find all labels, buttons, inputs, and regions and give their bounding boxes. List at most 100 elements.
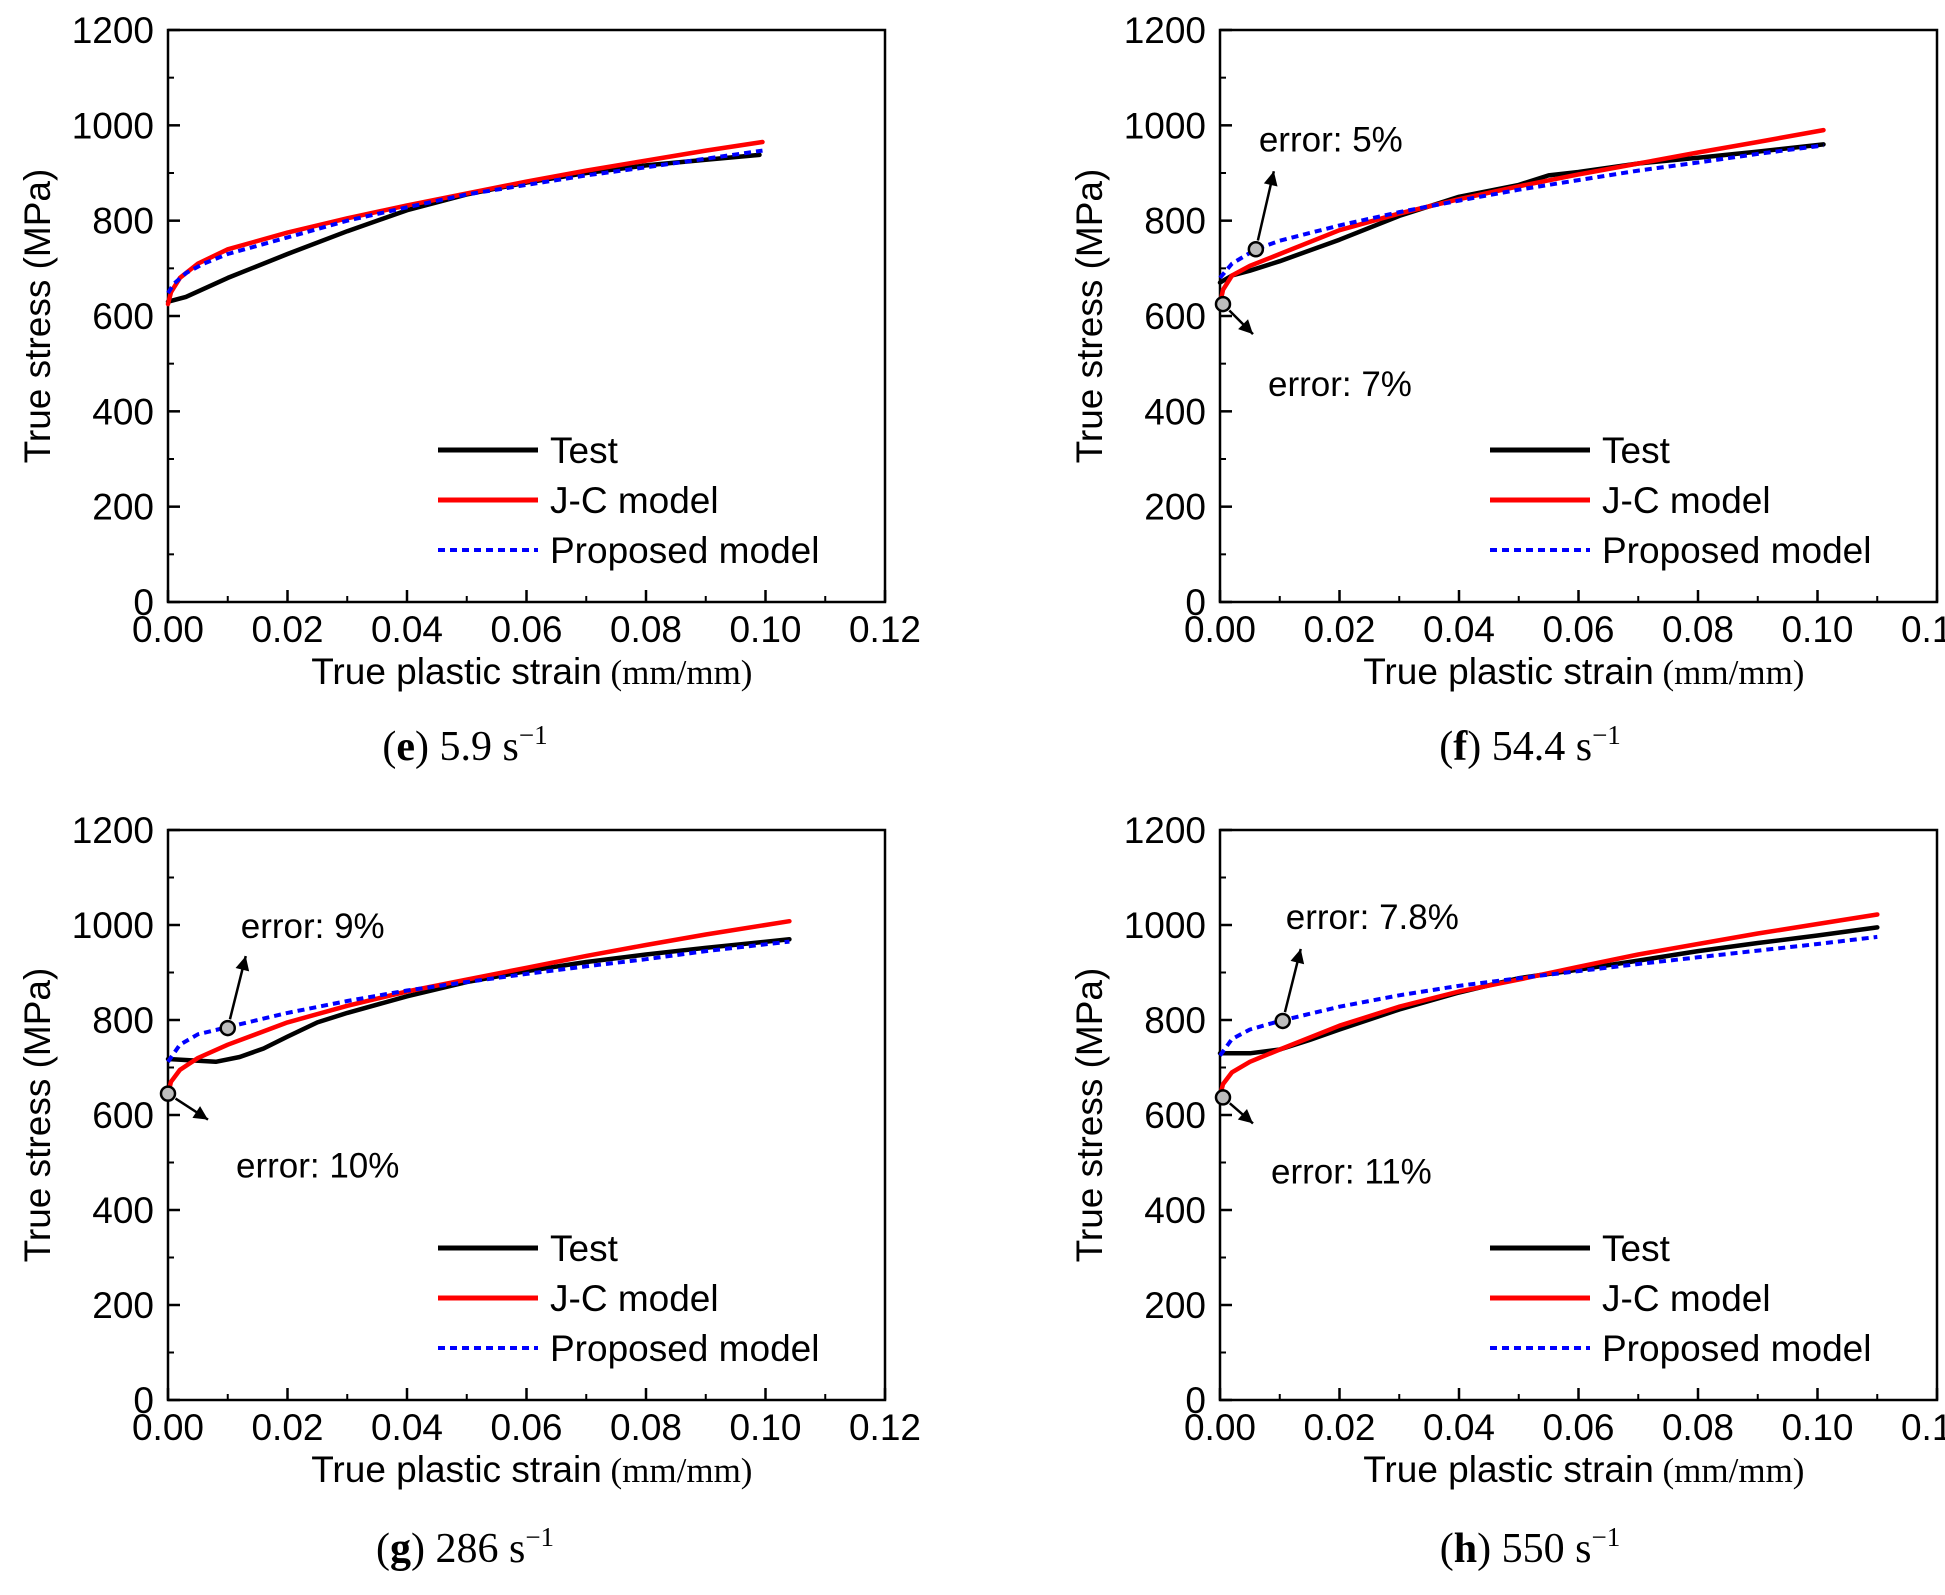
y-axis-title: True stress (MPa)	[1069, 968, 1110, 1263]
y-tick-label: 800	[1144, 1000, 1206, 1041]
legend-label: Test	[1602, 1228, 1671, 1269]
y-tick-label: 200	[1144, 487, 1206, 528]
caption-close-paren: )	[411, 1526, 436, 1572]
caption-open-paren: (	[376, 1526, 390, 1572]
legend-label: J-C model	[1602, 1278, 1771, 1319]
x-tick-label: 0.02	[1303, 1407, 1375, 1448]
caption-strain-rate: 550	[1502, 1526, 1576, 1572]
legend-label: Proposed model	[550, 1328, 819, 1369]
caption-close-paren: )	[1477, 1526, 1502, 1572]
annotation-arrowhead	[235, 956, 250, 972]
caption-panel-letter: f	[1453, 724, 1468, 770]
x-tick-label: 0.08	[610, 1407, 682, 1448]
y-tick-label: 1200	[1124, 10, 1206, 51]
annotation-marker	[159, 1085, 177, 1102]
caption-strain-rate: 54.4	[1492, 724, 1576, 770]
x-tick-label: 0.00	[132, 1407, 204, 1448]
y-tick-label: 1200	[1124, 810, 1206, 851]
legend-label: Test	[550, 430, 619, 471]
caption-close-paren: )	[1467, 724, 1492, 770]
x-tick-label: 0.06	[490, 1407, 562, 1448]
y-tick-label: 400	[92, 391, 154, 432]
y-axis-title: True stress (MPa)	[1069, 169, 1110, 464]
x-tick-label: 0.04	[371, 1407, 443, 1448]
y-tick-label: 200	[92, 487, 154, 528]
annotation-label: error: 7.8%	[1286, 898, 1459, 937]
y-tick-label: 1000	[1124, 905, 1206, 946]
x-axis-title: True plastic strain	[1363, 651, 1654, 692]
x-tick-label: 0.02	[251, 609, 323, 650]
x-axis-unit: (mm/mm)	[1663, 653, 1805, 692]
y-tick-label: 600	[1144, 296, 1206, 337]
caption-panel-letter: e	[396, 724, 415, 770]
y-axis-title: True stress (MPa)	[17, 968, 58, 1263]
y-tick-label: 400	[1144, 391, 1206, 432]
annotation-arrowhead	[1238, 319, 1253, 335]
annotation-marker	[1214, 295, 1232, 313]
y-tick-label: 800	[92, 1000, 154, 1041]
annotation-label: error: 10%	[236, 1147, 399, 1186]
annotation-arrowhead	[1237, 1108, 1253, 1124]
y-tick-label: 0	[133, 1380, 154, 1421]
annotation-label: error: 11%	[1271, 1152, 1432, 1191]
legend-label: Proposed model	[1602, 1328, 1871, 1369]
series-line-test	[165, 152, 762, 304]
x-tick-label: 0.04	[371, 609, 443, 650]
legend-label: J-C model	[1602, 480, 1771, 521]
y-tick-label: 0	[1185, 1380, 1206, 1421]
y-tick-label: 1000	[1124, 105, 1206, 146]
x-tick-label: 0.02	[251, 1407, 323, 1448]
x-tick-label: 0.06	[1542, 609, 1614, 650]
caption-open-paren: (	[1440, 1526, 1454, 1572]
caption-open-paren: (	[382, 724, 396, 770]
y-tick-label: 200	[1144, 1285, 1206, 1326]
caption-panel-letter: g	[390, 1526, 411, 1572]
legend-label: Proposed model	[550, 530, 819, 571]
y-tick-label: 600	[1144, 1095, 1206, 1136]
y-tick-label: 400	[92, 1190, 154, 1231]
panel-caption: (g) 286 s−1	[376, 1522, 554, 1572]
caption-unit: s	[509, 1526, 525, 1572]
x-axis-unit: (mm/mm)	[611, 1451, 753, 1490]
x-axis-unit: (mm/mm)	[1663, 1451, 1805, 1490]
x-tick-label: 0.04	[1423, 1407, 1495, 1448]
y-tick-label: 1000	[72, 905, 154, 946]
y-tick-label: 400	[1144, 1190, 1206, 1231]
x-tick-label: 0.12	[1901, 609, 1945, 650]
x-tick-label: 0.10	[1781, 1407, 1853, 1448]
x-axis-unit: (mm/mm)	[611, 653, 753, 692]
x-tick-label: 0.00	[1184, 1407, 1256, 1448]
y-tick-label: 0	[133, 582, 154, 623]
annotation-arrowhead	[192, 1106, 208, 1120]
x-tick-label: 0.08	[610, 609, 682, 650]
legend-label: J-C model	[550, 1278, 719, 1319]
plot-frame	[166, 28, 887, 604]
chart-panel-e: 0.00 0.02 0.04 0.06 0.08 0.10 0.12 0 200 400 600 80…	[17, 10, 921, 770]
series-line-proposed-model	[166, 939, 790, 1063]
series-line-j-c-model	[1217, 127, 1826, 307]
caption-exponent: −1	[519, 720, 548, 750]
x-tick-label: 0.04	[1423, 609, 1495, 650]
legend-label: Proposed model	[1602, 530, 1871, 571]
panel-caption: (f) 54.4 s−1	[1439, 720, 1621, 770]
series-line-test	[1217, 142, 1826, 285]
caption-panel-letter: h	[1454, 1526, 1477, 1572]
chart-panel-g: 0.00 0.02 0.04 0.06 0.08 0.10 0.12 0 200 400 600 80…	[17, 810, 921, 1572]
caption-exponent: −1	[1591, 1522, 1620, 1552]
panel-caption: (h) 550 s−1	[1440, 1522, 1620, 1572]
caption-strain-rate: 5.9	[440, 724, 503, 770]
annotation-arrowhead	[1290, 948, 1305, 965]
x-tick-label: 0.12	[849, 1407, 921, 1448]
series-line-test	[165, 937, 792, 1065]
annotation-marker	[1274, 1012, 1291, 1030]
series-line-proposed-model	[166, 148, 763, 295]
x-tick-label: 0.06	[490, 609, 562, 650]
x-tick-label: 0.00	[132, 609, 204, 650]
legend-label: J-C model	[550, 480, 719, 521]
series-line-proposed-model	[1218, 143, 1824, 280]
chart-panel-f: 0.00 0.02 0.04 0.06 0.08 0.10 0.12 0 200 400 600 80…	[1069, 10, 1945, 770]
caption-unit: s	[1576, 724, 1592, 770]
x-tick-label: 0.08	[1662, 609, 1734, 650]
chart-panel-h: 0.00 0.02 0.04 0.06 0.08 0.10 0.12 0 200 400 600 80…	[1069, 810, 1945, 1572]
